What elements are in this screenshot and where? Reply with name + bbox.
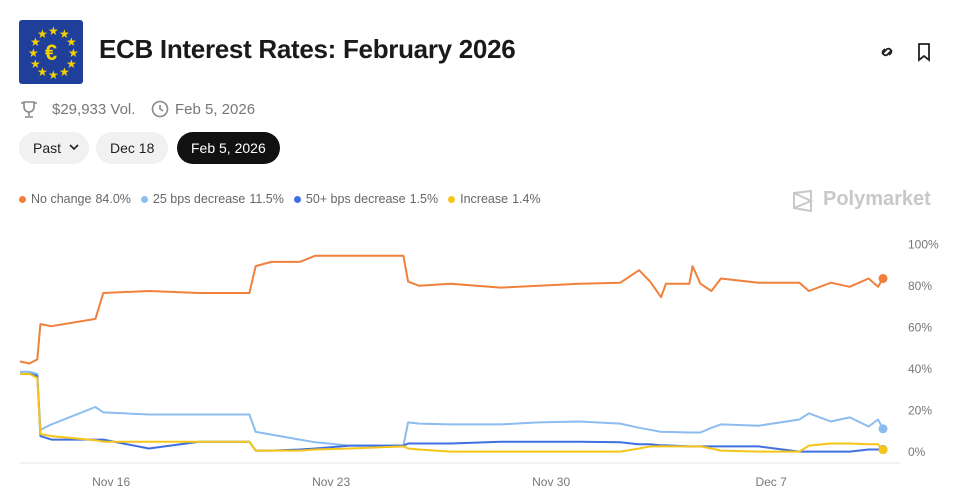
x-tick-label: Dec 7 bbox=[755, 475, 787, 489]
logo: ★ ★★ ★★★ ★★★ ★★★ € bbox=[19, 20, 83, 84]
svg-text:★: ★ bbox=[30, 35, 41, 49]
series-line bbox=[19, 254, 884, 365]
svg-text:€: € bbox=[45, 40, 57, 65]
clock-icon bbox=[151, 100, 169, 118]
series-line bbox=[20, 370, 884, 447]
legend: No change 84.0% 25 bps decrease 11.5% 50+ bp… bbox=[19, 192, 541, 206]
brand-icon bbox=[793, 189, 814, 213]
legend-name: 50+ bps decrease bbox=[305, 192, 406, 206]
x-tick-label: Nov 23 bbox=[312, 475, 350, 489]
tab-label: Past bbox=[33, 140, 62, 156]
legend-value: 11.5% bbox=[249, 192, 284, 206]
end-dot bbox=[878, 445, 888, 455]
svg-text:★: ★ bbox=[37, 65, 48, 79]
legend-name: 25 bps decrease bbox=[152, 192, 246, 206]
svg-text:★: ★ bbox=[37, 27, 48, 41]
legend-dot bbox=[293, 196, 301, 203]
svg-text:★: ★ bbox=[48, 68, 59, 82]
trophy-icon bbox=[21, 101, 37, 118]
svg-text:★: ★ bbox=[28, 46, 39, 60]
legend-dot bbox=[19, 196, 26, 203]
end-dot bbox=[878, 274, 888, 284]
chevron bbox=[69, 144, 79, 151]
y-tick-label: 80% bbox=[908, 279, 932, 293]
end-dot bbox=[878, 424, 888, 434]
tab[interactable]: Dec 18 bbox=[96, 132, 169, 164]
legend-value: 84.0% bbox=[95, 192, 131, 206]
series-line bbox=[20, 372, 884, 453]
x-tick-label: Nov 30 bbox=[532, 475, 570, 489]
legend-item: 50+ bps decrease 1.5% bbox=[293, 192, 439, 206]
title: ECB Interest Rates: February 2026 bbox=[99, 34, 516, 64]
y-tick-label: 0% bbox=[908, 445, 926, 459]
brand: Polymarket bbox=[823, 188, 931, 210]
tab[interactable]: Past bbox=[19, 132, 90, 164]
svg-text:★: ★ bbox=[48, 24, 59, 38]
y-tick-label: 20% bbox=[908, 403, 932, 417]
svg-text:★: ★ bbox=[59, 27, 70, 41]
svg-text:★: ★ bbox=[68, 46, 79, 60]
y-tick-label: 100% bbox=[908, 238, 939, 252]
svg-text:★: ★ bbox=[59, 65, 70, 79]
legend-item: No change 84.0% bbox=[19, 192, 131, 206]
legend-dot bbox=[448, 196, 456, 203]
legend-dot bbox=[140, 196, 148, 203]
y-tick-label: 60% bbox=[908, 320, 932, 334]
legend-value: 1.5% bbox=[409, 192, 439, 206]
x-tick-label: Nov 16 bbox=[92, 475, 130, 489]
legend-item: Increase 1.4% bbox=[448, 192, 541, 206]
icons[interactable] bbox=[878, 42, 938, 62]
svg-text:★: ★ bbox=[66, 35, 77, 49]
end-date: Feb 5, 2026 bbox=[175, 101, 256, 118]
volume: $29,933 Vol. bbox=[52, 101, 136, 118]
svg-text:★: ★ bbox=[30, 57, 41, 71]
legend-name: Increase bbox=[460, 192, 509, 206]
legend-item: 25 bps decrease 11.5% bbox=[140, 192, 284, 206]
legend-name: No change bbox=[31, 192, 92, 206]
series-line bbox=[20, 372, 883, 453]
legend-value: 1.4% bbox=[512, 192, 541, 206]
svg-text:★: ★ bbox=[66, 57, 77, 71]
y-tick-label: 40% bbox=[908, 362, 932, 376]
tab[interactable]: Feb 5, 2026 bbox=[177, 132, 280, 164]
